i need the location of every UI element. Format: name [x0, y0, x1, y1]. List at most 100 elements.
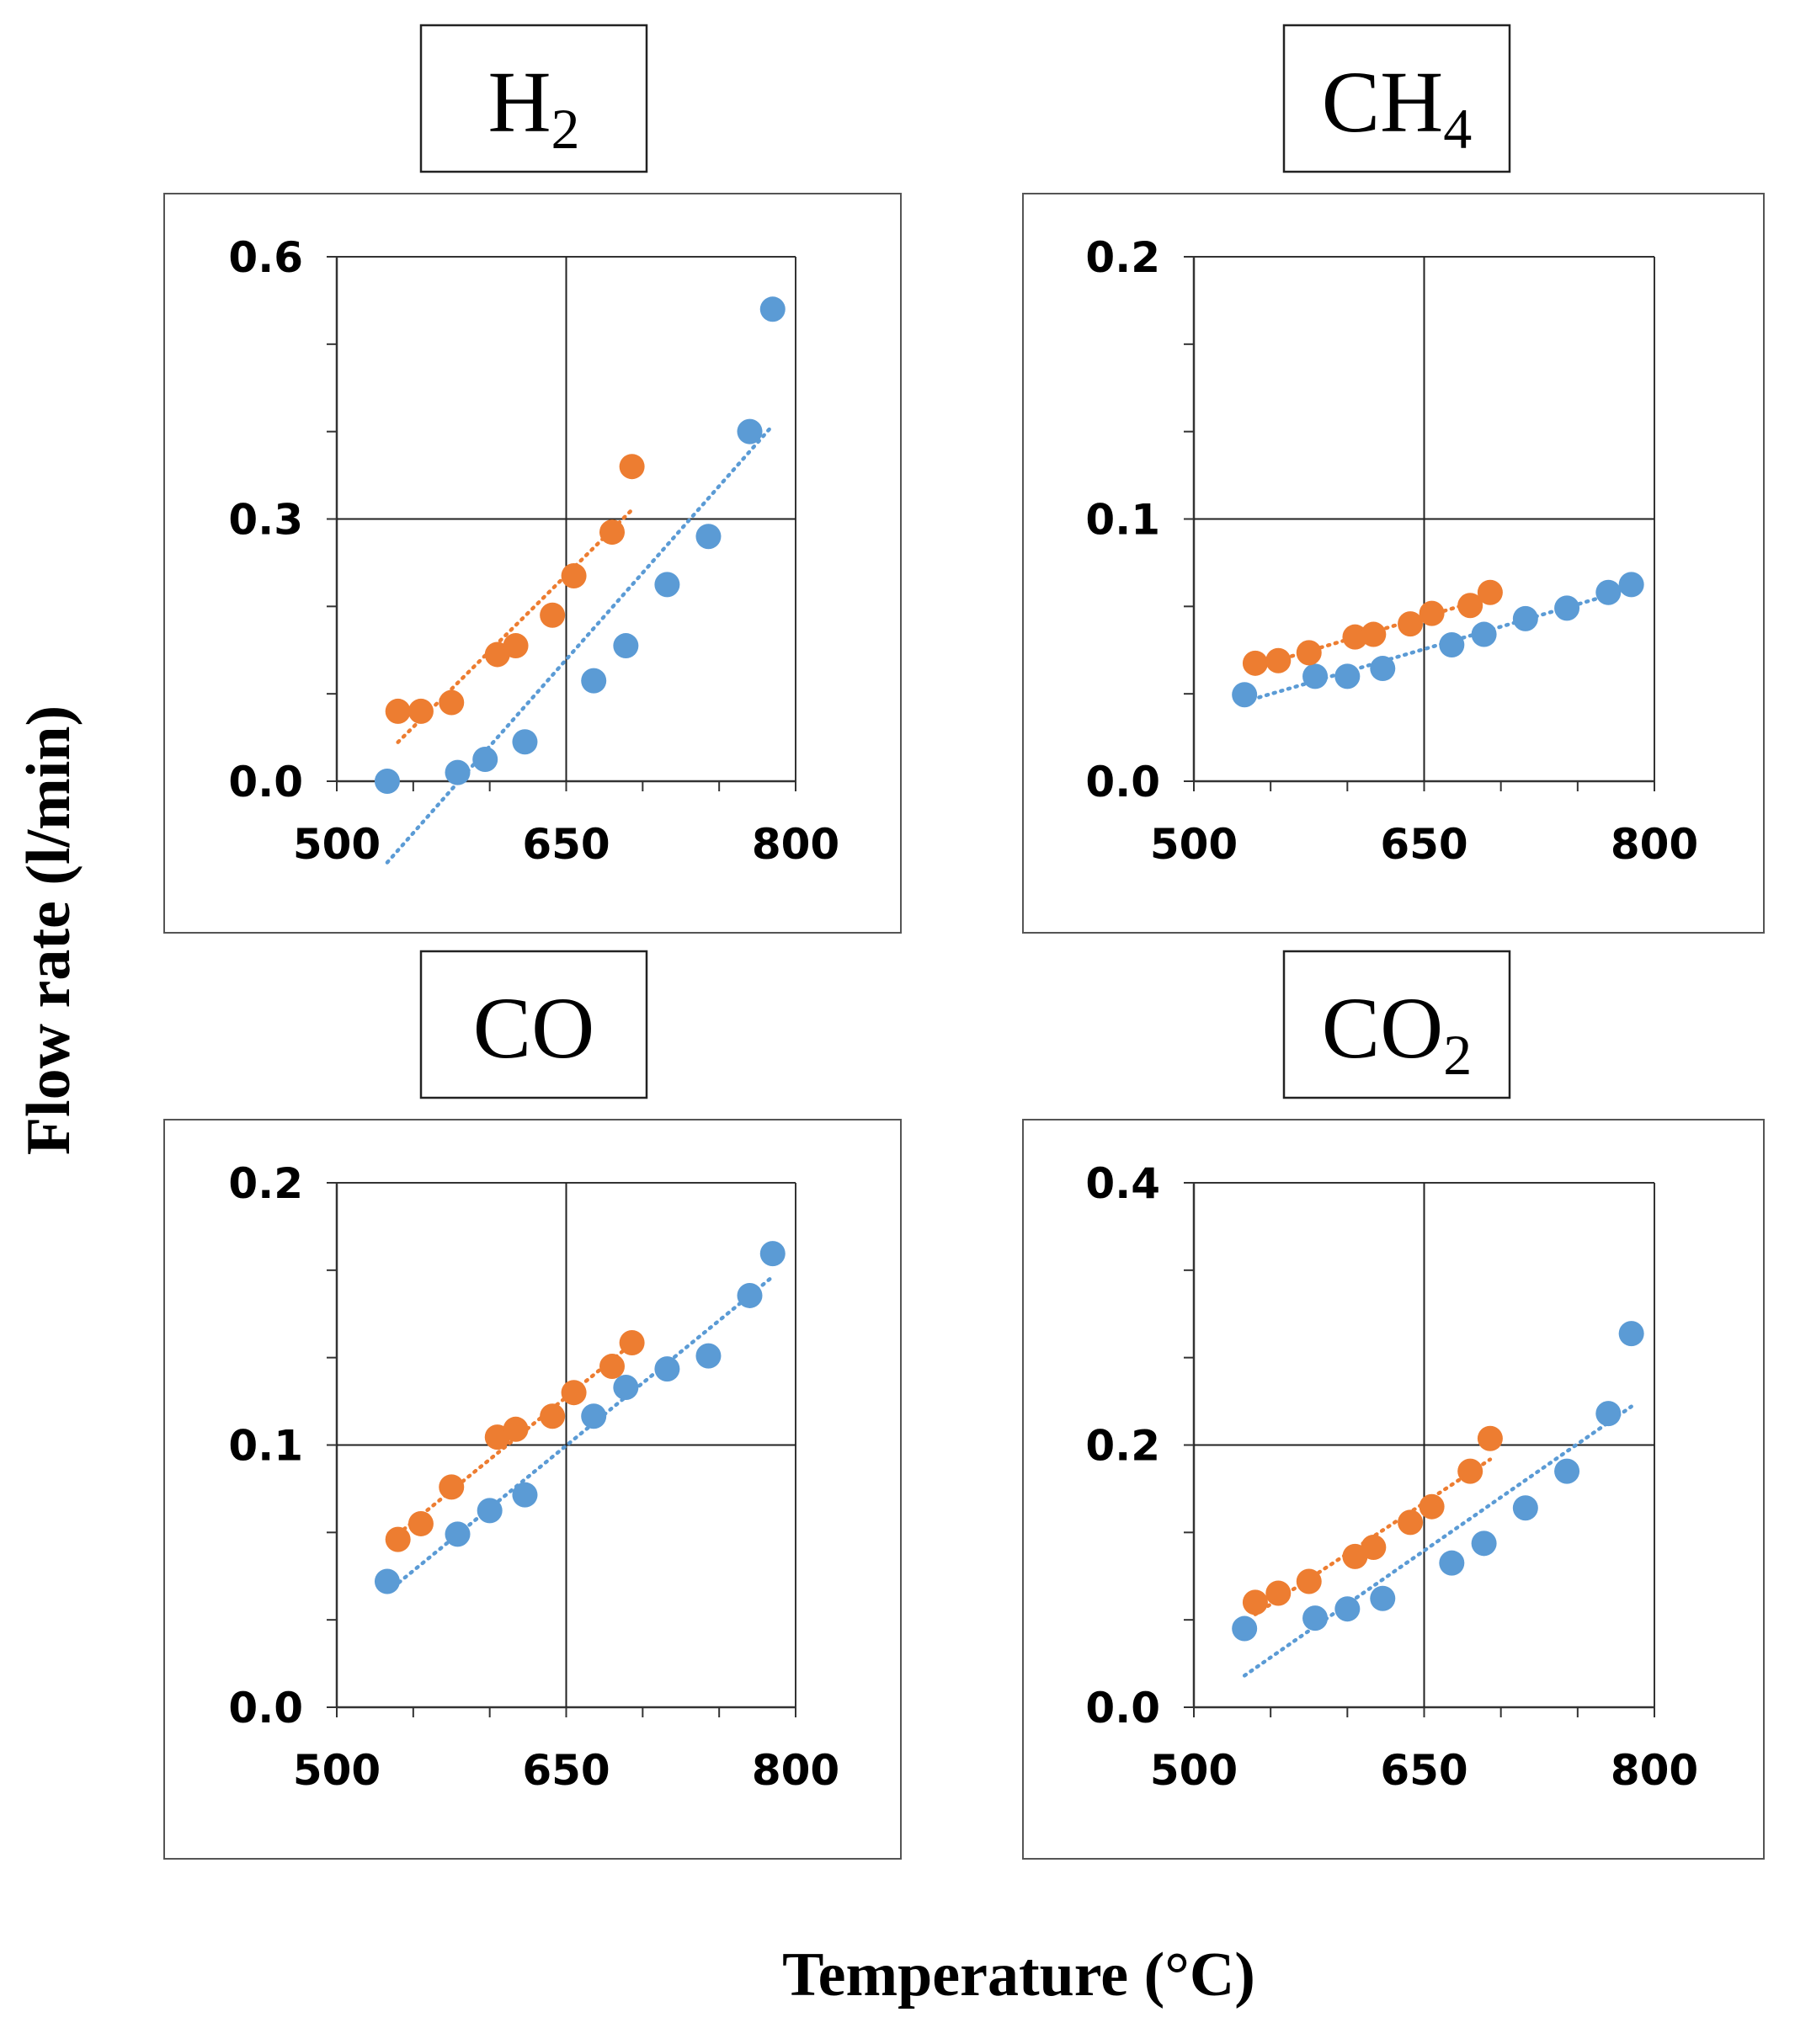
data-point-series-1 [613, 633, 639, 659]
title-frame [1282, 24, 1511, 173]
y-tick-label: 0.2 [228, 1159, 303, 1208]
data-point-series-1 [472, 747, 498, 773]
data-point-series-1 [1232, 1616, 1258, 1642]
data-point-series-1 [1595, 1401, 1622, 1427]
y-tick-label: 0.1 [1085, 496, 1160, 545]
x-tick-label: 500 [1150, 820, 1238, 869]
data-point-series-2 [1477, 579, 1503, 605]
data-point-series-2 [407, 698, 434, 724]
data-point-series-2 [1457, 1458, 1483, 1484]
x-axis-label: Temperature (°C) [782, 1940, 1255, 2009]
x-tick-label: 650 [522, 1746, 610, 1795]
y-axis-label: Flow rate (l/min) [14, 705, 83, 1155]
x-tick-label: 500 [293, 1746, 381, 1795]
data-point-series-2 [1342, 624, 1368, 650]
title-box: CO2 [1282, 950, 1511, 1099]
data-point-series-2 [1296, 1568, 1322, 1594]
plot-area: 500 650 800 0.0 0.1 0.2 [228, 1159, 839, 1795]
data-point-series-1 [1302, 663, 1329, 689]
data-point-series-1 [581, 668, 607, 694]
y-tick-label: 0.3 [228, 496, 303, 545]
x-tick-label: 650 [1380, 820, 1467, 869]
x-tick-label: 500 [1150, 1746, 1238, 1795]
data-point-series-1 [1471, 621, 1497, 647]
y-tick-label: 0.4 [1085, 1159, 1160, 1208]
panel-co: CO 500 650 800 0.0 0.1 0.2 [163, 950, 902, 1860]
data-point-series-1 [1302, 1605, 1329, 1631]
plot-area: 500 650 800 0.0 0.2 0.4 [1085, 1159, 1698, 1795]
data-point-series-1 [512, 1482, 538, 1508]
data-point-series-1 [374, 769, 400, 794]
y-tick-label: 0.0 [1085, 1684, 1160, 1733]
data-point-series-1 [445, 1521, 471, 1547]
x-tick-label: 650 [1380, 1746, 1467, 1795]
panel-h2: H2 500 650 800 0.0 0.3 0.6 [163, 24, 902, 934]
x-tick-label: 500 [293, 820, 381, 869]
plot-area: 500 650 800 0.0 0.1 0.2 [1085, 233, 1698, 869]
panel-ch4: CH4 500 650 800 0.0 0.1 0.2 [1022, 24, 1765, 934]
data-point-series-2 [619, 1330, 645, 1356]
data-point-series-1 [695, 1343, 722, 1369]
data-point-series-1 [1334, 663, 1361, 689]
chart-title: CO2 [1322, 980, 1472, 1087]
data-point-series-2 [561, 562, 587, 588]
data-point-series-1 [1512, 605, 1538, 631]
x-tick-label: 800 [752, 1746, 839, 1795]
data-point-series-1 [1439, 632, 1465, 658]
data-point-series-2 [599, 1354, 625, 1380]
data-point-series-1 [1554, 595, 1580, 621]
data-point-series-1 [1370, 656, 1396, 682]
data-point-series-1 [581, 1403, 607, 1429]
data-point-series-2 [503, 633, 529, 659]
data-point-series-2 [1361, 1534, 1387, 1560]
data-point-series-2 [439, 1474, 465, 1500]
trendline-series-2 [396, 508, 634, 744]
x-tick-label: 800 [752, 820, 839, 869]
data-point-series-1 [445, 759, 471, 785]
data-point-series-1 [1512, 1495, 1538, 1521]
y-tick-label: 0.2 [1085, 233, 1160, 282]
title-frame [419, 24, 648, 173]
data-point-series-1 [737, 1282, 763, 1308]
data-point-series-2 [1398, 611, 1424, 637]
data-point-series-1 [759, 1241, 786, 1267]
trendline-series-1 [1242, 1404, 1633, 1678]
trendline-series-1 [385, 423, 775, 865]
data-point-series-2 [439, 689, 465, 716]
data-point-series-1 [1618, 1321, 1644, 1347]
data-point-series-2 [1457, 593, 1483, 619]
data-point-series-1 [477, 1498, 503, 1524]
y-tick-label: 0.2 [1085, 1422, 1160, 1471]
data-point-series-2 [385, 698, 411, 724]
plot-area: 500 650 800 0.0 0.3 0.6 [228, 233, 839, 869]
data-point-series-2 [1477, 1425, 1503, 1451]
data-point-series-2 [1419, 1493, 1445, 1520]
data-point-series-1 [654, 572, 680, 598]
x-tick-label: 650 [522, 820, 610, 869]
data-point-series-1 [1618, 572, 1644, 598]
data-point-series-1 [1595, 579, 1622, 605]
data-point-series-1 [1471, 1530, 1497, 1557]
trendline-series-2 [1253, 1457, 1493, 1616]
data-point-series-1 [654, 1356, 680, 1382]
data-point-series-2 [1265, 1580, 1292, 1606]
data-point-series-1 [737, 418, 763, 444]
panel-co2: CO2 500 650 800 0.0 0.2 0.4 [1022, 950, 1765, 1860]
y-tick-label: 0.1 [228, 1422, 303, 1471]
data-point-series-2 [619, 454, 645, 480]
chart-title: CO [473, 980, 594, 1077]
data-point-series-1 [1334, 1596, 1361, 1622]
chart-title: CH4 [1322, 54, 1472, 161]
data-point-series-2 [599, 519, 625, 546]
title-box: CH4 [1282, 24, 1511, 173]
data-point-series-2 [1242, 650, 1268, 676]
title-box: H2 [419, 24, 648, 173]
y-tick-label: 0.0 [228, 758, 303, 806]
data-point-series-2 [1419, 600, 1445, 626]
data-point-series-1 [1439, 1550, 1465, 1576]
data-point-series-2 [561, 1380, 587, 1406]
data-point-series-1 [512, 729, 538, 755]
panel-frame [1022, 1119, 1765, 1860]
title-box: CO [419, 950, 648, 1099]
